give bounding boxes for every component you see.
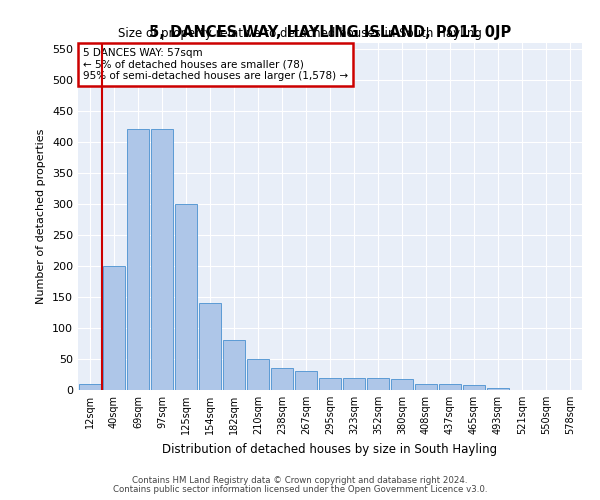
- Bar: [319, 378, 341, 390]
- Bar: [223, 340, 245, 390]
- Bar: [199, 303, 221, 390]
- Bar: [487, 388, 509, 390]
- Bar: [343, 378, 365, 390]
- Text: 5 DANCES WAY: 57sqm
← 5% of detached houses are smaller (78)
95% of semi-detache: 5 DANCES WAY: 57sqm ← 5% of detached hou…: [83, 48, 348, 81]
- Bar: [295, 372, 317, 390]
- Bar: [127, 130, 149, 390]
- Title: 5, DANCES WAY, HAYLING ISLAND, PO11 0JP: 5, DANCES WAY, HAYLING ISLAND, PO11 0JP: [149, 25, 511, 40]
- Text: Size of property relative to detached houses in South Hayling: Size of property relative to detached ho…: [118, 28, 482, 40]
- Bar: [391, 379, 413, 390]
- Bar: [79, 384, 101, 390]
- Bar: [151, 130, 173, 390]
- Bar: [271, 368, 293, 390]
- X-axis label: Distribution of detached houses by size in South Hayling: Distribution of detached houses by size …: [163, 442, 497, 456]
- Text: Contains HM Land Registry data © Crown copyright and database right 2024.: Contains HM Land Registry data © Crown c…: [132, 476, 468, 485]
- Bar: [367, 378, 389, 390]
- Bar: [175, 204, 197, 390]
- Bar: [463, 385, 485, 390]
- Bar: [439, 384, 461, 390]
- Bar: [103, 266, 125, 390]
- Y-axis label: Number of detached properties: Number of detached properties: [37, 128, 46, 304]
- Bar: [415, 384, 437, 390]
- Text: Contains public sector information licensed under the Open Government Licence v3: Contains public sector information licen…: [113, 485, 487, 494]
- Bar: [247, 359, 269, 390]
